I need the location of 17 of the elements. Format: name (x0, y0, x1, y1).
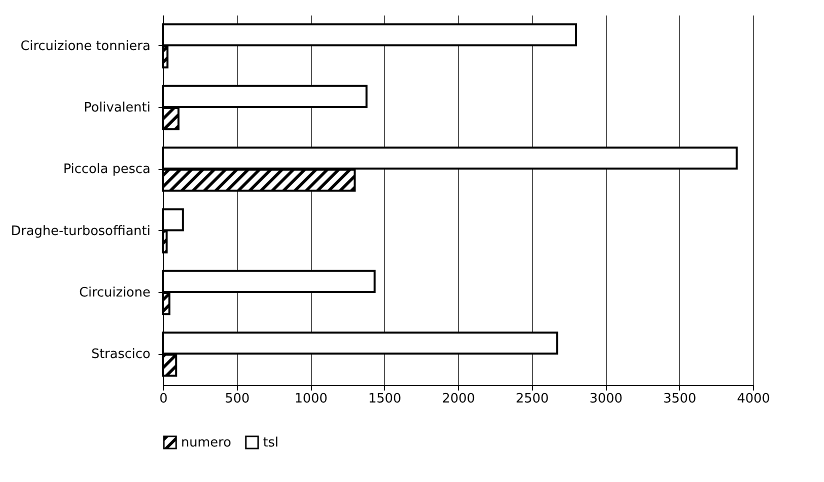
x-tick-label: 1500 (368, 392, 402, 406)
y-tick-label: Polivalenti (84, 100, 150, 116)
y-tick-label: Circuizione tonniera (20, 38, 150, 54)
x-tick-label: 1000 (294, 392, 328, 406)
legend-label: numero (181, 435, 232, 450)
y-tick-label: Circuizione (79, 286, 150, 300)
x-tick-label: 3000 (589, 392, 623, 406)
legend-label: tsl (263, 435, 278, 450)
x-tick-label: 4000 (736, 392, 770, 406)
y-tick-label: Piccola pesca (63, 162, 150, 178)
x-tick-label: 0 (159, 392, 168, 406)
x-tick-label: 500 (224, 392, 250, 406)
y-tick-label: Draghe-turbosoffianti (10, 224, 150, 239)
y-tick-label: Strascico (91, 347, 151, 362)
x-tick-label: 3500 (663, 392, 696, 406)
x-tick-label: 2500 (516, 392, 549, 406)
x-tick-label: 2000 (442, 392, 476, 406)
